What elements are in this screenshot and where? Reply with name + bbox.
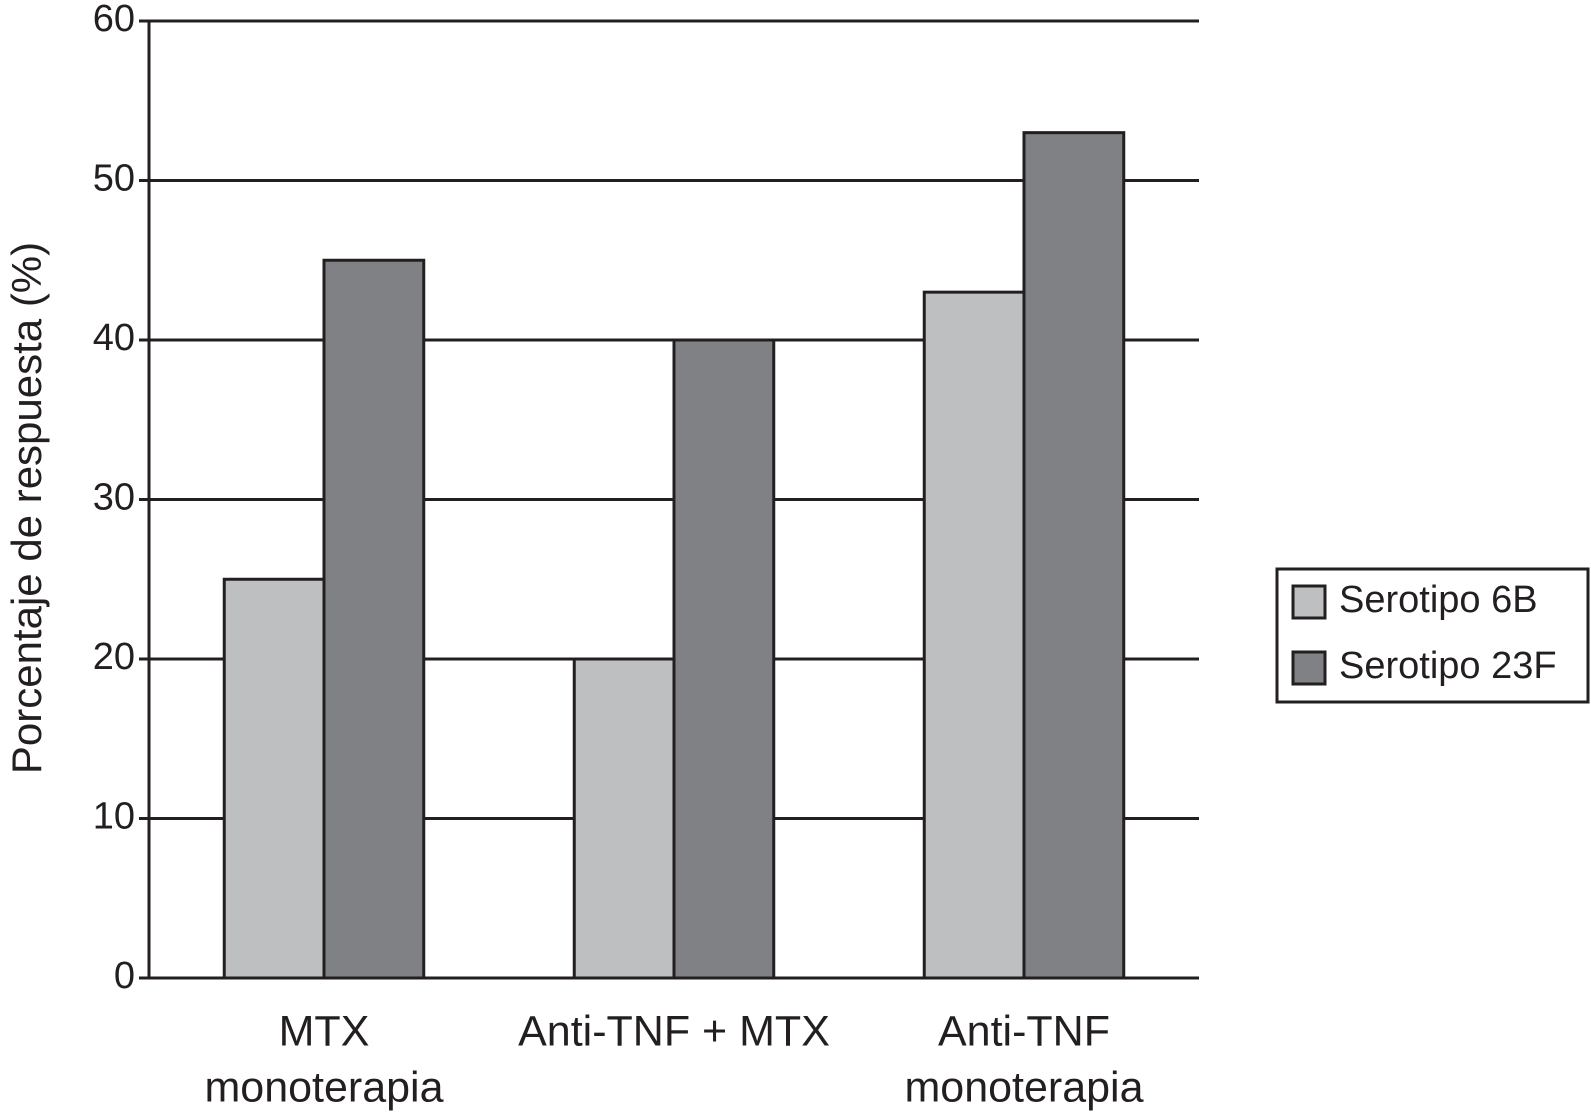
- y-tick-label: 40: [93, 317, 135, 359]
- legend-box: [1275, 567, 1590, 704]
- y-tick-label: 20: [93, 636, 135, 678]
- x-tick-label: Anti-TNF: [938, 1007, 1110, 1055]
- legend-swatch: [1291, 584, 1327, 620]
- y-tick-label: 0: [114, 955, 135, 997]
- y-tick-label: 10: [93, 796, 135, 838]
- y-tick-label: 60: [93, 0, 135, 40]
- x-tick-label: Anti-TNF + MTX: [518, 1007, 830, 1055]
- y-axis-label: Porcentaje de respuesta (%): [3, 242, 50, 774]
- y-tick-label: 50: [93, 158, 135, 200]
- bar: [322, 258, 426, 980]
- x-tick-label: monoterapia: [204, 1063, 443, 1111]
- bar: [1022, 131, 1126, 980]
- bar: [922, 290, 1026, 980]
- legend-label: Serotipo 23F: [1339, 645, 1557, 687]
- bar: [572, 657, 676, 980]
- x-tick-label: MTX: [279, 1007, 370, 1055]
- x-tick-label: monoterapia: [904, 1063, 1143, 1111]
- y-tick-label: 30: [93, 477, 135, 519]
- bar: [222, 577, 326, 980]
- legend-label: Serotipo 6B: [1339, 579, 1538, 621]
- legend-swatch: [1291, 650, 1327, 686]
- bar: [672, 338, 776, 980]
